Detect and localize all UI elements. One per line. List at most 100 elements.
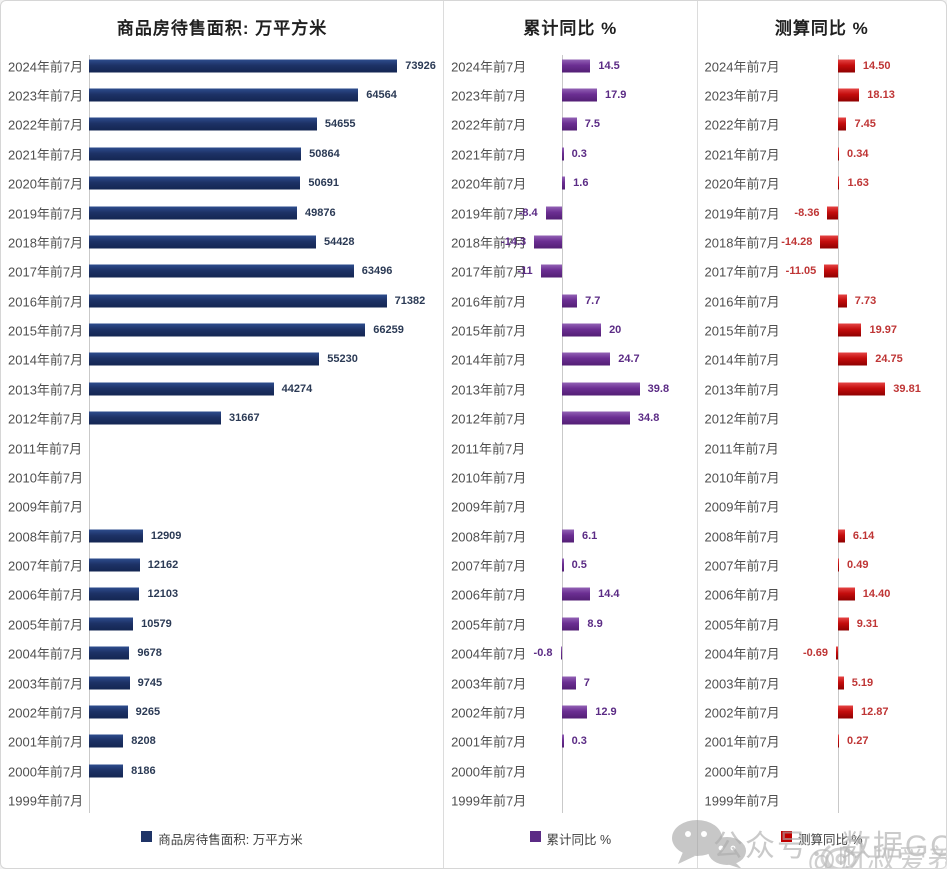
chart-row: 2006年前7月 14.4 xyxy=(444,580,696,609)
axis-line xyxy=(89,55,90,813)
chart-row: 2002年前7月 12.9 xyxy=(444,697,696,726)
category-label: 2002年前7月 xyxy=(451,705,527,721)
value-label: 10579 xyxy=(141,617,172,630)
bar xyxy=(837,734,840,748)
category-label: 2006年前7月 xyxy=(704,587,780,603)
bar xyxy=(837,587,855,601)
category-label: 2002年前7月 xyxy=(8,705,84,721)
category-label: 2013年前7月 xyxy=(704,382,780,398)
category-label: 2001年前7月 xyxy=(451,734,527,750)
chart-row: 2000年前7月 xyxy=(444,756,696,785)
value-label: -14.28 xyxy=(781,235,813,248)
bar xyxy=(562,734,564,748)
category-label: 2021年前7月 xyxy=(451,147,527,163)
bar xyxy=(89,382,274,396)
panel-housing-area: 商品房待售面积: 万平方米 2024年前7月 73926 2023年前7月 64564… xyxy=(1,1,443,868)
panel-title: 累计同比 % xyxy=(523,18,618,38)
chart-row: 1999年前7月 xyxy=(1,785,443,814)
value-label: 8186 xyxy=(131,764,156,777)
chart-row: 2009年前7月 xyxy=(444,492,696,521)
bar xyxy=(89,617,134,631)
chart-row: 2011年前7月 xyxy=(444,433,696,462)
category-label: 2009年前7月 xyxy=(704,499,780,515)
legend-label: 测算同比 % xyxy=(797,833,863,847)
axis-line xyxy=(837,55,839,813)
chart-row: 2021年前7月 50864 xyxy=(1,139,443,168)
chart-row: 2000年前7月 8186 xyxy=(1,756,443,785)
value-label: 64564 xyxy=(366,89,397,102)
chart-row: 2019年前7月 49876 xyxy=(1,198,443,227)
value-label: 24.75 xyxy=(875,353,903,366)
bar xyxy=(837,323,862,337)
axis-line xyxy=(562,55,564,813)
category-label: 2004年前7月 xyxy=(451,646,527,662)
chart-row: 2001年前7月 0.3 xyxy=(444,727,696,756)
chart-row: 2017年前7月 -11 xyxy=(444,257,696,286)
chart-row: 2015年前7月 20 xyxy=(444,315,696,344)
chart-row: 2013年前7月 39.81 xyxy=(698,374,946,403)
panel-calculated-yoy: 测算同比 % 2024年前7月 14.50 2023年前7月 18.13 2022年前7… xyxy=(696,1,946,868)
chart-row: 2023年前7月 17.9 xyxy=(444,80,696,109)
value-label: -0.69 xyxy=(802,647,829,660)
bar xyxy=(837,352,868,366)
chart-row: 2011年前7月 xyxy=(1,433,443,462)
chart-row: 2000年前7月 xyxy=(698,756,946,785)
chart-row: 1999年前7月 xyxy=(698,785,946,814)
bar xyxy=(89,705,128,719)
value-label: 39.81 xyxy=(893,382,921,395)
chart-row: 2022年前7月 54655 xyxy=(1,110,443,139)
value-label: 9745 xyxy=(137,676,163,689)
bar xyxy=(89,734,124,748)
bar xyxy=(836,646,838,660)
bar xyxy=(89,352,320,366)
chart-row: 2020年前7月 1.6 xyxy=(444,169,696,198)
category-label: 2007年前7月 xyxy=(8,558,84,574)
chart-row: 2014年前7月 24.7 xyxy=(444,345,696,374)
value-label: 9265 xyxy=(135,705,161,718)
value-label: 19.97 xyxy=(869,324,898,337)
panel-title-row: 累计同比 % xyxy=(444,1,696,51)
category-label: 2010年前7月 xyxy=(8,470,84,486)
value-label: 66259 xyxy=(373,324,404,337)
category-label: 2018年前7月 xyxy=(704,235,780,251)
chart-row: 2020年前7月 50691 xyxy=(1,169,443,198)
value-label: 12.9 xyxy=(595,705,617,718)
category-label: 2020年前7月 xyxy=(451,176,527,192)
value-label: 20 xyxy=(609,324,622,337)
bar xyxy=(540,264,563,278)
category-label: 2021年前7月 xyxy=(704,147,780,163)
chart-row: 2016年前7月 71382 xyxy=(1,286,443,315)
chart-row: 2001年前7月 8208 xyxy=(1,727,443,756)
category-label: 2005年前7月 xyxy=(451,617,527,633)
category-label: 2019年前7月 xyxy=(451,206,527,222)
bar xyxy=(837,529,845,543)
bar xyxy=(827,206,838,220)
category-label: 2024年前7月 xyxy=(451,59,527,75)
chart-row: 2008年前7月 6.1 xyxy=(444,521,696,550)
category-label: 2014年前7月 xyxy=(451,352,527,368)
chart-row: 2004年前7月 9678 xyxy=(1,639,443,668)
value-label: 50691 xyxy=(308,177,339,190)
bar xyxy=(562,147,564,161)
value-label: -0.8 xyxy=(533,647,553,660)
category-label: 2020年前7月 xyxy=(8,176,84,192)
category-label: 2009年前7月 xyxy=(451,499,527,515)
chart-row: 2002年前7月 12.87 xyxy=(698,697,946,726)
value-label: -11 xyxy=(517,265,533,278)
calculated-yoy-plot: 2024年前7月 14.50 2023年前7月 18.13 2022年前7月 7.45 20… xyxy=(698,51,946,815)
value-label: 12162 xyxy=(147,559,179,572)
value-label: 31667 xyxy=(229,412,260,425)
chart-row: 2023年前7月 18.13 xyxy=(698,80,946,109)
bar xyxy=(89,88,359,102)
housing-area-legend: 商品房待售面积: 万平方米 xyxy=(1,815,443,868)
bar xyxy=(89,676,130,690)
bar xyxy=(89,59,398,73)
chart-row: 2017年前7月 63496 xyxy=(1,257,443,286)
category-label: 2013年前7月 xyxy=(451,382,527,398)
chart-row: 2005年前7月 8.9 xyxy=(444,609,696,638)
bar xyxy=(562,587,591,601)
value-label: 0.3 xyxy=(571,735,587,748)
chart-row: 1999年前7月 xyxy=(444,785,696,814)
bar xyxy=(562,558,564,572)
